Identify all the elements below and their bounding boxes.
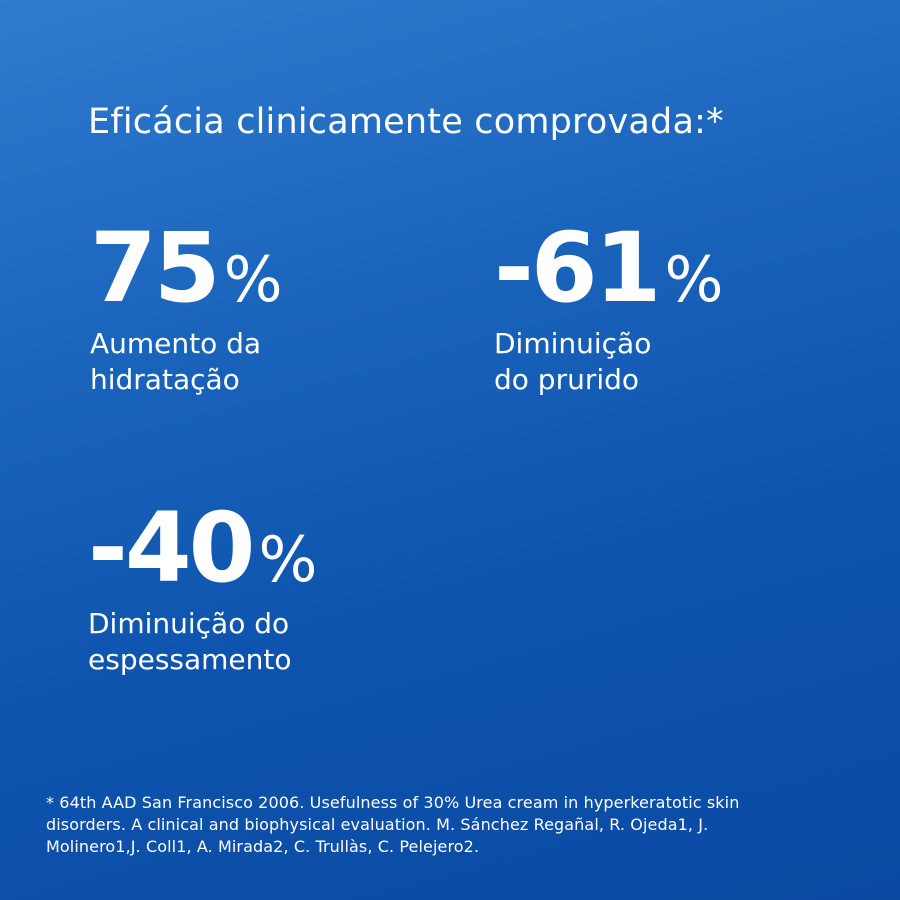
stat-caption: Diminuição do espessamento [88, 606, 317, 678]
stat-thickening: -40 % Diminuição do espessamento [88, 500, 317, 678]
stat-number: 75 [90, 212, 221, 324]
stat-number: -40 [88, 492, 255, 604]
stat-percent-sign: % [664, 243, 724, 316]
stat-value: 75 % [90, 220, 283, 316]
footnote: * 64th AAD San Francisco 2006. Usefulnes… [46, 792, 836, 858]
stat-number: -61 [494, 212, 661, 324]
stat-itching: -61 % Diminuição do prurido [494, 220, 723, 398]
stat-percent-sign: % [223, 243, 283, 316]
stat-caption: Diminuição do prurido [494, 326, 723, 398]
stat-value: -61 % [494, 220, 723, 316]
stat-caption-line: do prurido [494, 363, 640, 396]
footnote-line: Molinero1,J. Coll1, A. Mirada2, C. Trull… [46, 837, 480, 856]
stat-caption-line: Diminuição [494, 327, 652, 360]
headline: Eficácia clinicamente comprovada:* [88, 102, 724, 142]
footnote-line: * 64th AAD San Francisco 2006. Usefulnes… [46, 793, 740, 812]
stat-caption-line: espessamento [88, 643, 292, 676]
stat-hydration: 75 % Aumento da hidratação [90, 220, 283, 398]
footnote-line: disorders. A clinical and biophysical ev… [46, 815, 709, 834]
stat-value: -40 % [88, 500, 317, 596]
stat-caption: Aumento da hidratação [90, 326, 283, 398]
stat-percent-sign: % [258, 523, 318, 596]
stat-caption-line: Aumento da [90, 327, 262, 360]
stat-caption-line: Diminuição do [88, 607, 290, 640]
stat-caption-line: hidratação [90, 363, 240, 396]
